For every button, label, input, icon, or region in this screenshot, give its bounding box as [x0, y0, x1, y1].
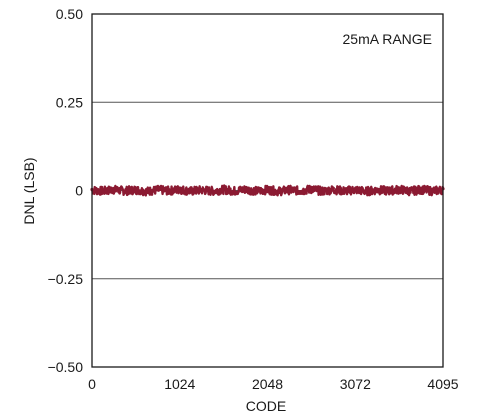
dnl-data-point [397, 186, 401, 190]
dnl-data-point [342, 190, 346, 194]
x-tick-labels: 0 1024 2048 3072 4095 [88, 376, 459, 392]
dnl-data-point [430, 190, 434, 194]
dnl-data-point [112, 186, 116, 190]
y-axis-title: DNL (LSB) [21, 157, 37, 224]
dnl-data-point [167, 189, 171, 193]
dnl-data-point [254, 190, 259, 194]
dnl-data-point [189, 190, 193, 194]
dnl-data-point [101, 190, 105, 194]
range-annotation: 25mA RANGE [343, 31, 432, 47]
dnl-data-point [408, 190, 412, 194]
series-layer [90, 184, 445, 197]
y-tick-label: 0.50 [56, 6, 83, 22]
dnl-data-point [320, 190, 324, 194]
dnl-data-point [364, 191, 368, 195]
dnl-data-point [309, 185, 314, 189]
dnl-data-point [386, 189, 390, 194]
x-tick-label: 1024 [164, 376, 195, 392]
y-tick-label: 0.25 [56, 94, 83, 110]
dnl-data-point [276, 191, 281, 195]
dnl-data-point [298, 189, 303, 194]
dnl-data-point [145, 191, 149, 195]
y-tick-label: −0.50 [48, 359, 84, 375]
dnl-data-point [211, 190, 215, 194]
dnl-data-point [200, 187, 204, 192]
dnl-data-point [244, 186, 248, 190]
x-tick-label: 3072 [340, 376, 371, 392]
dnl-series-line [91, 184, 445, 197]
x-axis-title: CODE [246, 398, 286, 414]
x-tick-label: 0 [88, 376, 96, 392]
y-tick-labels: 0.50 0.25 0 −0.25 −0.50 [48, 6, 84, 375]
dnl-data-point [123, 189, 127, 194]
plot-frame [91, 13, 444, 368]
y-tick-label: −0.25 [48, 271, 84, 287]
x-tick-label: 4095 [427, 376, 458, 392]
dnl-data-point [222, 186, 226, 190]
dnl-data-point [375, 187, 379, 191]
y-tick-label: 0 [75, 183, 83, 199]
dnl-data-point [419, 186, 423, 190]
dnl-data-point [331, 186, 335, 190]
dnl-data-point [353, 187, 357, 191]
dnl-data-point [233, 189, 237, 194]
dnl-data-point [156, 187, 160, 191]
x-tick-label: 2048 [252, 376, 283, 392]
dnl-data-point [134, 187, 138, 191]
dnl-data-point [287, 187, 292, 191]
dnl-data-point [265, 187, 270, 191]
dnl-data-point [178, 186, 182, 190]
